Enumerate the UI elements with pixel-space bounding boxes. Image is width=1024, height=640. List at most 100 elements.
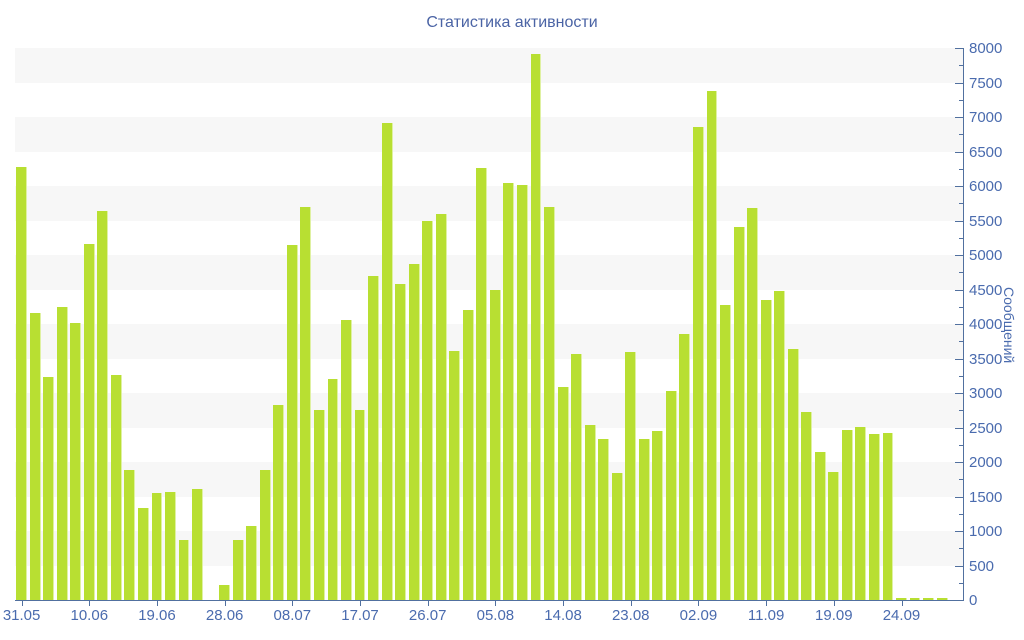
activity-bar[interactable] <box>584 425 596 600</box>
activity-bar[interactable] <box>232 539 244 600</box>
y-axis-tick-label: 3000 <box>969 385 1003 402</box>
y-axis-title: Сообщений <box>1001 287 1017 364</box>
activity-bar[interactable] <box>313 409 325 600</box>
activity-bar[interactable] <box>882 433 894 600</box>
activity-bar[interactable] <box>165 491 176 600</box>
activity-bar[interactable] <box>814 452 826 600</box>
activity-bar[interactable] <box>70 323 82 600</box>
activity-bar[interactable] <box>571 354 583 600</box>
activity-bar[interactable] <box>868 433 880 600</box>
activity-bar[interactable] <box>462 309 474 600</box>
x-axis-tick <box>630 601 632 606</box>
activity-bar[interactable] <box>422 221 434 600</box>
activity-bar[interactable] <box>354 410 366 600</box>
activity-bar[interactable] <box>855 426 867 600</box>
y-major-tick <box>955 289 963 291</box>
activity-bar[interactable] <box>381 122 393 600</box>
activity-bar[interactable] <box>828 472 840 600</box>
y-major-tick <box>955 531 963 532</box>
x-axis-tick <box>21 601 23 606</box>
activity-bar[interactable] <box>747 208 759 600</box>
activity-bar[interactable] <box>476 168 488 600</box>
x-axis-tick <box>833 601 835 606</box>
activity-bar[interactable] <box>896 597 907 600</box>
activity-bar[interactable] <box>368 276 379 600</box>
activity-bar[interactable] <box>923 597 935 600</box>
y-major-tick <box>955 462 963 463</box>
activity-bar[interactable] <box>192 488 204 600</box>
activity-bar[interactable] <box>137 508 149 600</box>
y-minor-tick <box>959 513 963 515</box>
activity-bar[interactable] <box>544 207 555 600</box>
activity-bar[interactable] <box>43 377 55 600</box>
activity-bar[interactable] <box>733 227 745 600</box>
activity-bar[interactable] <box>178 539 190 600</box>
activity-bar[interactable] <box>246 526 258 600</box>
activity-bar[interactable] <box>83 243 95 600</box>
activity-bar[interactable] <box>625 351 637 600</box>
y-minor-tick <box>959 341 963 343</box>
activity-bar[interactable] <box>110 375 122 600</box>
activity-bar[interactable] <box>652 430 664 600</box>
activity-bar[interactable] <box>395 283 407 600</box>
x-axis-tick-label: 23.08 <box>611 607 650 624</box>
y-major-tick <box>955 324 963 325</box>
activity-bar[interactable] <box>679 333 691 600</box>
activity-bar[interactable] <box>259 470 271 600</box>
activity-bar[interactable] <box>286 245 298 600</box>
activity-bar[interactable] <box>151 493 163 600</box>
activity-bar[interactable] <box>517 184 528 600</box>
x-axis-tick-label: 02.09 <box>679 607 718 624</box>
activity-bar[interactable] <box>300 207 312 600</box>
activity-bar[interactable] <box>693 127 704 600</box>
activity-bar[interactable] <box>801 411 813 600</box>
y-axis-tick-label: 4500 <box>969 281 1003 299</box>
y-major-tick <box>955 186 963 187</box>
y-minor-tick <box>959 272 963 274</box>
activity-bar[interactable] <box>449 350 461 600</box>
activity-bar[interactable] <box>936 597 948 600</box>
activity-bar[interactable] <box>219 584 231 600</box>
activity-bar[interactable] <box>909 597 921 600</box>
x-axis-tick <box>698 601 700 606</box>
activity-bar[interactable] <box>598 438 610 600</box>
activity-bar[interactable] <box>760 299 772 600</box>
chart-title: Статистика активности <box>426 14 598 31</box>
y-minor-tick <box>959 479 963 481</box>
y-major-tick <box>955 151 963 153</box>
activity-bar[interactable] <box>503 182 515 600</box>
activity-bar[interactable] <box>97 210 109 600</box>
activity-bar[interactable] <box>841 430 853 600</box>
activity-bar[interactable] <box>638 439 650 600</box>
y-axis-tick-label: 3500 <box>969 350 1003 368</box>
y-major-tick <box>955 565 963 567</box>
activity-bar[interactable] <box>489 290 501 600</box>
activity-bar[interactable] <box>408 263 420 600</box>
x-axis-tick-label: 05.08 <box>476 607 515 624</box>
activity-bar[interactable] <box>611 473 623 600</box>
activity-bar[interactable] <box>787 348 799 600</box>
x-axis-tick <box>156 601 158 606</box>
x-axis-tick <box>292 601 294 606</box>
activity-bar[interactable] <box>124 470 136 600</box>
activity-bar[interactable] <box>341 319 352 600</box>
activity-bar[interactable] <box>16 166 28 600</box>
activity-bar[interactable] <box>774 290 786 600</box>
x-axis-tick <box>360 601 362 606</box>
plot-band <box>15 186 963 221</box>
activity-bar[interactable] <box>273 404 285 600</box>
x-axis-tick-label: 19.09 <box>815 607 853 624</box>
plot-band <box>15 48 963 83</box>
y-axis-tick-label: 7000 <box>969 109 1003 126</box>
activity-bar[interactable] <box>530 53 542 600</box>
activity-bar[interactable] <box>720 305 731 600</box>
activity-bar[interactable] <box>706 90 718 600</box>
activity-bar[interactable] <box>56 307 68 600</box>
activity-bar[interactable] <box>665 390 677 600</box>
activity-bar[interactable] <box>557 386 569 600</box>
activity-bar[interactable] <box>435 214 447 600</box>
x-axis-tick-label: 14.08 <box>544 607 582 624</box>
x-axis-tick-label: 10.06 <box>70 607 109 624</box>
activity-bar[interactable] <box>327 379 339 600</box>
activity-bar[interactable] <box>29 312 41 600</box>
